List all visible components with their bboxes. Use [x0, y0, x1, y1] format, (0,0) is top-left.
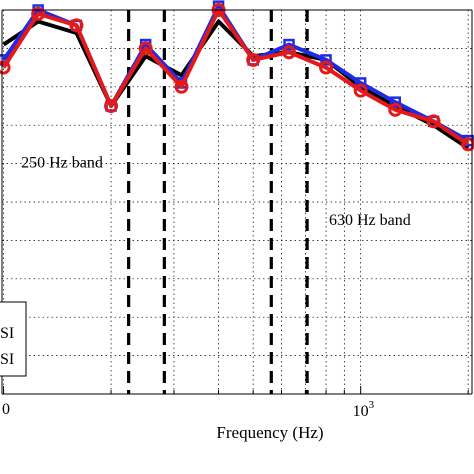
data-point-circle — [138, 41, 153, 56]
data-point-circle — [246, 52, 261, 67]
data-point-square — [283, 38, 295, 51]
series-1 — [2, 19, 470, 150]
annotation-630hz-band: 630 Hz band — [329, 212, 411, 229]
data-point-circle — [319, 60, 334, 75]
data-point-circle — [174, 79, 189, 94]
data-point-circle — [104, 99, 119, 113]
x-tick-exponent: 3 — [369, 399, 375, 411]
data-point-circle — [69, 18, 84, 33]
data-point-circle — [31, 6, 46, 21]
grid-layer — [2, 10, 472, 394]
data-point-square — [389, 96, 402, 108]
data-point-circle — [282, 45, 297, 60]
x-tick-label: 0 — [2, 401, 10, 418]
annotation-250hz-band: 250 Hz band — [21, 154, 103, 171]
series-3 — [0, 3, 474, 152]
data-point-circle — [0, 60, 11, 75]
data-point-circle — [353, 83, 368, 98]
data-point-circle — [388, 102, 403, 117]
x-tick-label: 103 — [353, 399, 375, 420]
series-layer — [0, 0, 474, 152]
x-tick-base: 10 — [353, 403, 369, 420]
data-point-circle — [426, 114, 441, 129]
data-point-square — [354, 77, 367, 89]
x-axis-label: Frequency (Hz) — [216, 423, 323, 442]
legend-box — [0, 301, 27, 377]
series-line — [2, 19, 470, 150]
x-tick-labels: 0 103 — [2, 399, 375, 420]
legend-entry: SI — [0, 351, 14, 368]
data-point-square — [320, 54, 332, 66]
legend-entry: SI — [0, 325, 14, 342]
legend: SI SI — [0, 301, 27, 377]
